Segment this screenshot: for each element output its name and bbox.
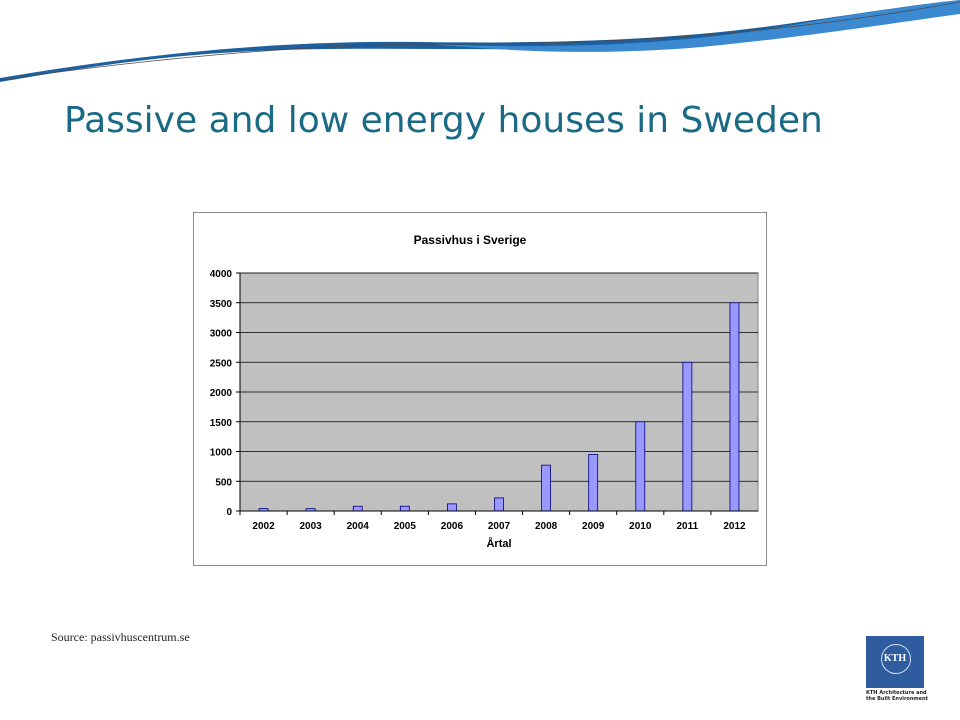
y-tick-label: 3000 <box>210 329 233 340</box>
bar <box>541 464 551 512</box>
bar <box>635 421 646 512</box>
bar <box>399 505 410 512</box>
x-tick-label: 2007 <box>488 521 511 532</box>
y-tick-label: 0 <box>226 507 232 518</box>
x-tick-label: 2004 <box>347 521 370 532</box>
x-tick-label: 2005 <box>394 521 417 532</box>
y-tick-label: 1500 <box>210 418 233 429</box>
bar-chart: Passivhus i Sverige 0 500 1000 1500 2000 2500 3… <box>210 233 759 550</box>
header-swoosh <box>0 0 960 82</box>
kth-logo-emblem: KTH <box>866 636 924 688</box>
x-tick-label: 2012 <box>723 521 746 532</box>
crest-icon <box>881 644 911 674</box>
y-tick-label: 3500 <box>210 299 233 310</box>
y-tick-label: 500 <box>215 477 232 488</box>
x-tick-label: 2006 <box>441 521 464 532</box>
bar <box>729 302 740 512</box>
bar <box>588 454 599 512</box>
swoosh-light-band <box>430 0 960 52</box>
swoosh-thin-line <box>0 1 960 81</box>
y-tick-label: 4000 <box>210 269 233 280</box>
x-tick-label: 2009 <box>582 521 605 532</box>
x-axis-label: Årtal <box>486 537 511 550</box>
kth-logo-caption: KTH Architecture and the Built Environme… <box>866 690 928 702</box>
kth-logo: KTH KTH Architecture and the Built Envir… <box>856 636 932 704</box>
x-tick-label: 2011 <box>677 521 699 532</box>
x-tick-label: 2008 <box>535 521 558 532</box>
bar <box>682 361 693 512</box>
slide-title: Passive and low energy houses in Sweden <box>64 100 823 141</box>
swoosh-dark-band <box>0 0 960 82</box>
bar <box>447 503 457 512</box>
bar <box>494 497 504 512</box>
x-tick-label: 2003 <box>300 521 323 532</box>
y-tick-label: 1000 <box>210 448 233 459</box>
chart-title: Passivhus i Sverige <box>414 233 527 247</box>
bar <box>352 505 363 512</box>
y-tick-label: 2500 <box>210 358 233 369</box>
x-tick-label: 2002 <box>252 521 275 532</box>
chart-frame: Passivhus i Sverige 0 500 1000 1500 2000 2500 3… <box>193 212 767 566</box>
x-tick-label: 2010 <box>629 521 652 532</box>
kth-logo-text: KTH <box>883 653 907 664</box>
y-tick-label: 2000 <box>210 388 233 399</box>
source-citation: Source: passivhuscentrum.se <box>51 630 190 644</box>
